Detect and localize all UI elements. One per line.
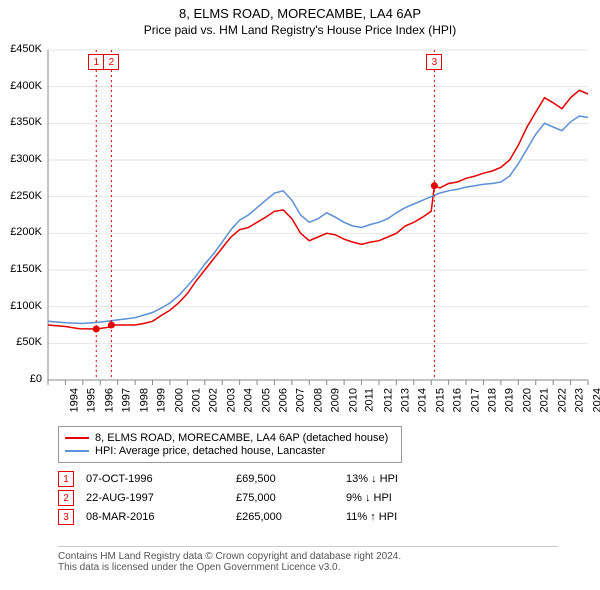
x-tick-label: 1998 [138, 388, 150, 412]
sale-marker-dot [431, 182, 438, 189]
x-tick-label: 2002 [208, 388, 220, 412]
legend-swatch [65, 437, 89, 439]
x-tick-label: 2014 [417, 388, 429, 412]
y-tick-label: £250K [0, 190, 42, 202]
x-tick-label: 1994 [68, 388, 80, 412]
sale-marker-badge: 1 [88, 54, 104, 70]
series-hpi [48, 116, 588, 324]
sale-date: 07-OCT-1996 [86, 473, 236, 485]
x-tick-label: 2024 [591, 388, 600, 412]
figure-subtitle: Price paid vs. HM Land Registry's House … [0, 23, 600, 37]
sale-marker-dot [93, 326, 100, 333]
x-tick-label: 1995 [86, 388, 98, 412]
legend: 8, ELMS ROAD, MORECAMBE, LA4 6AP (detach… [58, 426, 402, 463]
sale-price: £69,500 [236, 473, 346, 485]
x-tick-label: 2011 [364, 388, 376, 412]
x-tick-label: 2022 [556, 388, 568, 412]
x-tick-label: 2010 [347, 388, 359, 412]
sale-row: 2 22-AUG-1997£75,0009% ↓ HPI [58, 490, 466, 506]
plot-svg [48, 50, 588, 380]
x-tick-label: 2017 [469, 388, 481, 412]
legend-item: 8, ELMS ROAD, MORECAMBE, LA4 6AP (detach… [65, 432, 395, 444]
sale-row-badge: 2 [58, 490, 74, 506]
sale-price: £75,000 [236, 492, 346, 504]
x-tick-label: 2006 [278, 388, 290, 412]
sale-marker-dot [108, 322, 115, 329]
sale-marker-badge: 3 [426, 54, 442, 70]
plot-area [48, 50, 588, 380]
legend-item: HPI: Average price, detached house, Lanc… [65, 445, 395, 457]
sale-row: 1 07-OCT-1996£69,50013% ↓ HPI [58, 471, 466, 487]
x-tick-label: 2005 [260, 388, 272, 412]
legend-label: 8, ELMS ROAD, MORECAMBE, LA4 6AP (detach… [95, 432, 388, 444]
sale-row-badge: 3 [58, 509, 74, 525]
sale-delta-hpi: 9% ↓ HPI [346, 492, 466, 504]
x-tick-label: 2012 [382, 388, 394, 412]
y-tick-label: £150K [0, 263, 42, 275]
x-tick-label: 2007 [295, 388, 307, 412]
x-tick-label: 2003 [225, 388, 237, 412]
x-tick-label: 2021 [539, 388, 551, 412]
sale-delta-hpi: 13% ↓ HPI [346, 473, 466, 485]
x-tick-label: 2001 [190, 388, 202, 412]
x-tick-label: 2023 [574, 388, 586, 412]
x-tick-label: 2015 [434, 388, 446, 412]
x-tick-label: 1996 [103, 388, 115, 412]
y-tick-label: £0 [0, 373, 42, 385]
x-tick-label: 2009 [330, 388, 342, 412]
x-tick-label: 2020 [521, 388, 533, 412]
y-tick-label: £400K [0, 80, 42, 92]
x-tick-label: 2016 [452, 388, 464, 412]
footer-line-1: Contains HM Land Registry data © Crown c… [58, 551, 558, 562]
sale-marker-badge: 2 [103, 54, 119, 70]
figure-title: 8, ELMS ROAD, MORECAMBE, LA4 6AP [0, 0, 600, 21]
x-tick-label: 2000 [173, 388, 185, 412]
sale-price: £265,000 [236, 511, 346, 523]
sale-date: 22-AUG-1997 [86, 492, 236, 504]
x-tick-label: 2018 [487, 388, 499, 412]
y-tick-label: £200K [0, 226, 42, 238]
footer-line-2: This data is licensed under the Open Gov… [58, 562, 558, 573]
x-tick-label: 1999 [156, 388, 168, 412]
series-property [48, 90, 588, 329]
legend-swatch [65, 450, 89, 452]
sale-date: 08-MAR-2016 [86, 511, 236, 523]
x-tick-label: 2013 [399, 388, 411, 412]
y-tick-label: £100K [0, 300, 42, 312]
legend-label: HPI: Average price, detached house, Lanc… [95, 445, 325, 457]
x-tick-label: 2019 [504, 388, 516, 412]
footer-attribution: Contains HM Land Registry data © Crown c… [58, 546, 558, 573]
sales-table: 1 07-OCT-1996£69,50013% ↓ HPI 2 22-AUG-1997… [58, 468, 466, 528]
sale-row-badge: 1 [58, 471, 74, 487]
sale-delta-hpi: 11% ↑ HPI [346, 511, 466, 523]
figure: 8, ELMS ROAD, MORECAMBE, LA4 6AP Price p… [0, 0, 600, 590]
y-tick-label: £50K [0, 336, 42, 348]
x-tick-label: 2008 [312, 388, 324, 412]
sale-row: 3 08-MAR-2016£265,00011% ↑ HPI [58, 509, 466, 525]
y-tick-label: £350K [0, 116, 42, 128]
x-tick-label: 2004 [243, 388, 255, 412]
x-tick-label: 1997 [121, 388, 133, 412]
y-tick-label: £450K [0, 43, 42, 55]
y-tick-label: £300K [0, 153, 42, 165]
